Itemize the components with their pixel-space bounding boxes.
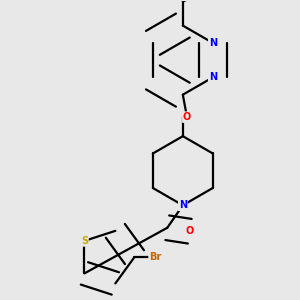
- Text: N: N: [209, 38, 217, 48]
- Text: N: N: [179, 200, 187, 210]
- Text: Br: Br: [149, 252, 161, 262]
- Text: O: O: [183, 112, 191, 122]
- Text: N: N: [209, 72, 217, 82]
- Text: O: O: [186, 226, 194, 236]
- Text: S: S: [81, 236, 88, 246]
